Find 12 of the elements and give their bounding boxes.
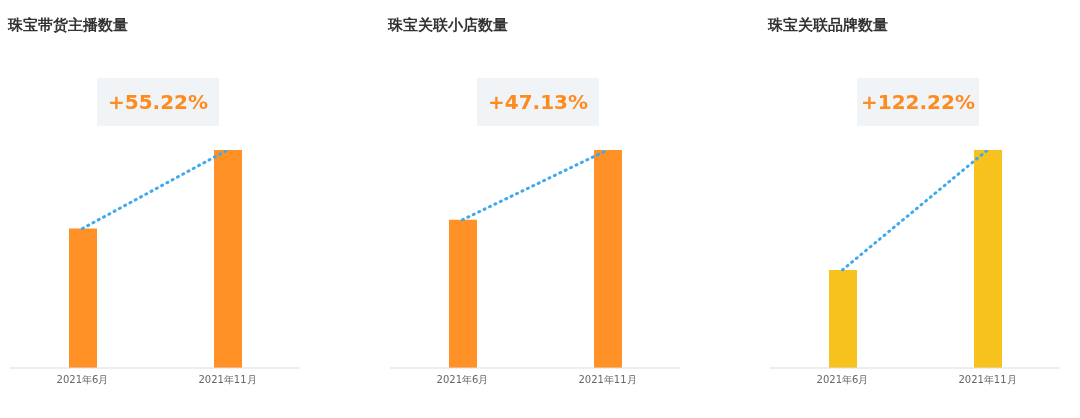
chart-title: 珠宝关联小店数量 xyxy=(388,16,508,35)
chart-title: 珠宝带货主播数量 xyxy=(8,16,128,35)
x-tick-label: 2021年6月 xyxy=(816,374,869,386)
text: +55.22% xyxy=(97,78,219,126)
x-tick-label: 2021年11月 xyxy=(578,374,637,386)
x-tick-label: 2021年11月 xyxy=(198,374,257,386)
chart-title: 珠宝关联品牌数量 xyxy=(768,16,888,35)
text: +47.13% xyxy=(477,78,599,126)
x-tick-label: 2021年11月 xyxy=(958,374,1017,386)
text: +122.22% xyxy=(857,78,979,126)
x-tick-label: 2021年6月 xyxy=(436,374,489,386)
x-tick-label: 2021年6月 xyxy=(56,374,109,386)
